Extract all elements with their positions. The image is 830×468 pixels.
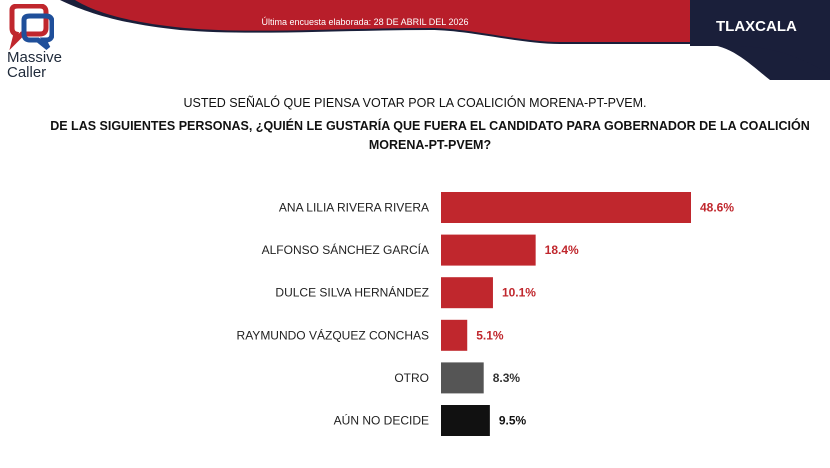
bar xyxy=(441,405,490,436)
category-label: RAYMUNDO VÁZQUEZ CONCHAS xyxy=(237,327,429,342)
bar xyxy=(441,319,468,351)
bar xyxy=(441,192,691,223)
chart-title: USTED SEÑALÓ QUE PIENSA VOTAR POR LA COA… xyxy=(183,96,647,110)
chat-bubbles-icon xyxy=(9,3,55,51)
value-label: 18.4% xyxy=(545,243,579,257)
top-banner xyxy=(60,0,830,80)
value-label: 9.5% xyxy=(499,414,527,428)
bar xyxy=(441,234,536,266)
category-label: ALFONSO SÁNCHEZ GARCÍA xyxy=(262,242,429,257)
brand-name-line2: Caller xyxy=(7,64,47,81)
region-label: TLAXCALA xyxy=(716,18,797,35)
value-label: 5.1% xyxy=(476,328,504,342)
category-label: OTRO xyxy=(394,371,429,385)
brand-logo: Massive Caller xyxy=(4,3,69,84)
category-label: AÚN NO DECIDE xyxy=(334,413,429,428)
survey-date: Última encuesta elaborada: 28 DE ABRIL D… xyxy=(261,17,469,27)
category-label: DULCE SILVA HERNÁNDEZ xyxy=(275,285,429,300)
value-label: 48.6% xyxy=(700,201,734,215)
brand-name-line1: Massive xyxy=(7,49,63,66)
chart-subtitle: DE LAS SIGUIENTES PERSONAS, ¿QUIÉN LE GU… xyxy=(50,119,810,152)
bar xyxy=(441,362,484,394)
value-label: 8.3% xyxy=(493,371,521,385)
bar xyxy=(441,277,493,309)
brand-name: Massive Caller xyxy=(7,50,69,80)
value-label: 10.1% xyxy=(502,286,536,300)
category-label: ANA LILIA RIVERA RIVERA xyxy=(279,201,429,215)
